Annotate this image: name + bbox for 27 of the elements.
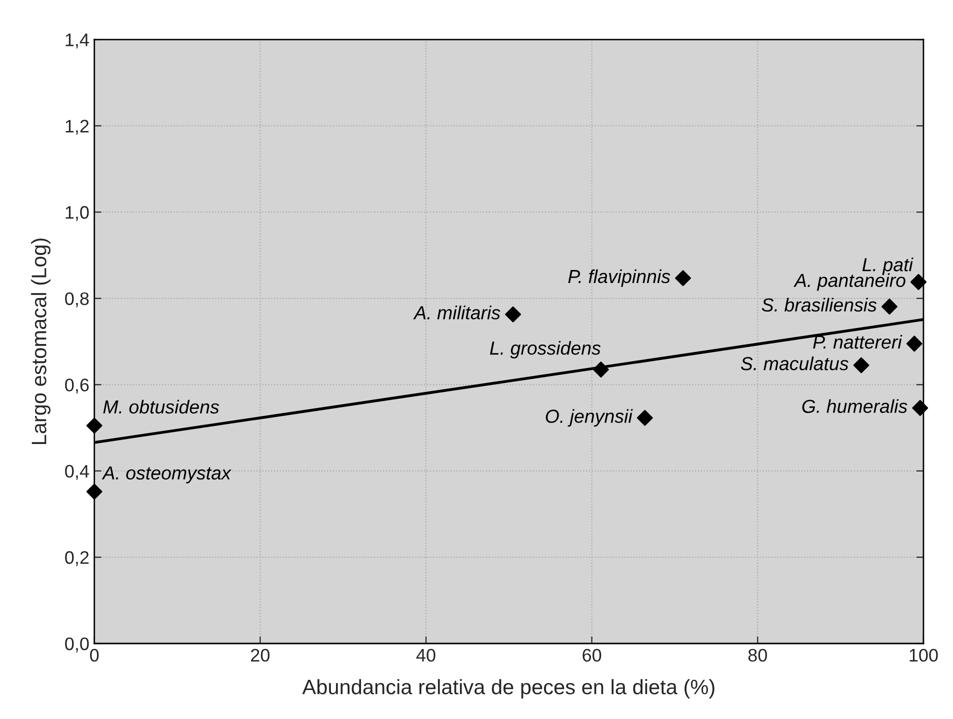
data-label: A. pantaneiro [794,273,906,291]
y-tick-label: 1,2 [66,120,89,135]
x-tick-label: 20 [251,648,270,662]
x-tick-label: 40 [416,648,436,662]
y-tick-label: 0,0 [65,637,89,652]
y-tick-label: 0,6 [65,378,89,394]
data-label: A. osteomystax [102,466,232,484]
y-tick-label: 0,8 [65,292,89,308]
x-tick-label: 0 [90,648,99,662]
x-tick-label: 60 [582,648,602,662]
data-label: P. flavipinnis [568,269,670,287]
y-tick-label: 0,4 [65,464,89,480]
y-tick-label: 0,2 [65,551,89,566]
y-axis-title: Largo estomacal (Log) [31,238,50,444]
x-tick-label: 100 [910,648,938,662]
data-label: O. jenynsii [546,409,633,427]
data-label: L. grossidens [490,340,601,358]
x-tick-label: 80 [748,648,767,662]
data-label: L. pati [862,258,914,276]
data-label: S. brasiliensis [762,298,877,312]
data-label: A. militaris [413,306,500,320]
data-label: M. obtusidens [103,400,220,414]
y-tick-label: 1,0 [66,206,89,221]
data-label: S. maculatus [740,356,848,370]
x-axis-title: Abundancia relativa de peces en la dieta (%) [302,679,714,699]
data-label: G. humeralis [802,399,908,413]
y-tick-label: 1,4 [66,34,89,48]
